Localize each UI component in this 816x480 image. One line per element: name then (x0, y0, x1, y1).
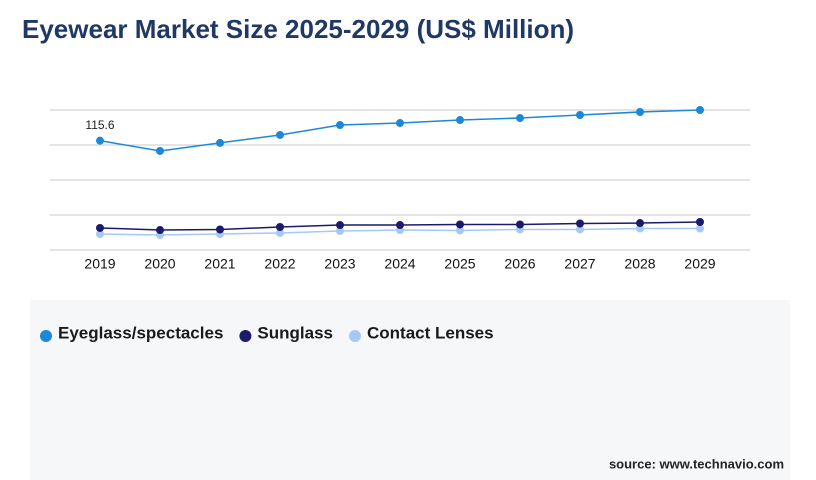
point (696, 218, 704, 226)
point (336, 121, 344, 130)
x-tick-label: 2023 (324, 256, 355, 272)
legend-label: Contact Lenses (367, 323, 494, 342)
point (96, 230, 104, 239)
point (156, 146, 164, 155)
point (276, 228, 284, 237)
point (216, 138, 224, 147)
x-tick-label: 2019 (84, 256, 115, 272)
legend-marker (239, 330, 252, 342)
point (576, 225, 584, 234)
point (96, 136, 104, 145)
point (396, 119, 404, 128)
legend-label: Eyeglass/spectacles (58, 323, 223, 342)
point (516, 220, 524, 229)
point (276, 223, 284, 232)
point (156, 226, 164, 235)
legend-marker (40, 330, 52, 342)
point (276, 130, 284, 139)
point (636, 107, 644, 116)
point (576, 111, 584, 120)
x-tick-label: 2022 (264, 256, 295, 272)
x-tick-label: 2026 (504, 256, 535, 272)
x-tick-label: 2027 (564, 256, 595, 272)
point (636, 219, 644, 228)
point (576, 219, 584, 228)
value-label: 115.6 (85, 118, 114, 132)
point (396, 221, 404, 230)
point (336, 221, 344, 230)
legend-panel (30, 300, 790, 480)
x-tick-label: 2025 (444, 256, 475, 272)
x-tick-label: 2021 (204, 256, 235, 272)
point (636, 224, 644, 233)
point (456, 226, 464, 235)
point (516, 114, 524, 123)
x-tick-label: 2024 (384, 256, 415, 272)
point (456, 220, 464, 229)
point (456, 116, 464, 125)
point (216, 225, 224, 234)
point (696, 106, 704, 114)
x-tick-label: 2020 (144, 256, 175, 272)
point (336, 226, 344, 235)
legend-marker (349, 330, 361, 342)
point (96, 223, 104, 232)
source: source: www.technavio.com (609, 456, 784, 471)
point (696, 224, 704, 233)
x-tick-label: 2028 (624, 256, 655, 272)
legend-label: Sunglass (257, 323, 333, 342)
x-tick-label: 2029 (684, 256, 715, 272)
chart-title: Eyewear Market Size 2025-2029 (US$ Milli… (22, 14, 574, 44)
